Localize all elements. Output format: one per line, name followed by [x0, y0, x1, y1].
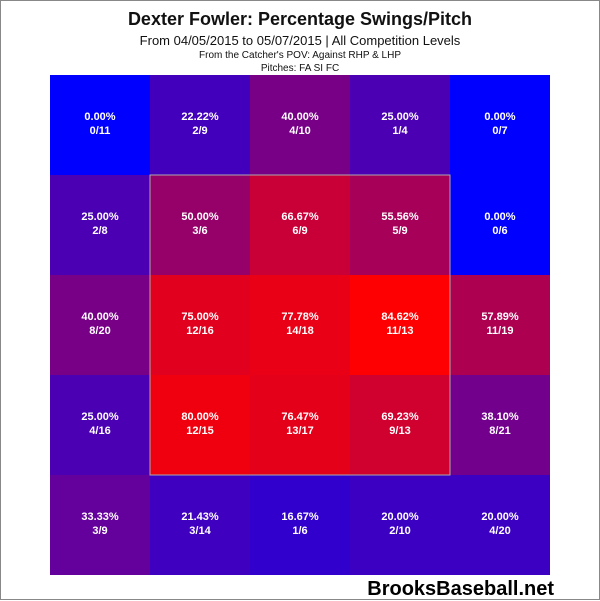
heatmap-cell-r2-c4 — [450, 275, 550, 375]
heatmap-cell-r4-c3 — [350, 475, 450, 575]
cell-count-label: 14/18 — [286, 325, 314, 337]
cell-percent-label: 20.00% — [381, 511, 419, 523]
heatmap-cell-r2-c2 — [250, 275, 350, 375]
heatmap-cell-r0-c1 — [150, 75, 250, 175]
cell-count-label: 12/16 — [186, 325, 214, 337]
cell-percent-label: 76.47% — [281, 411, 319, 423]
cell-percent-label: 55.56% — [381, 211, 419, 223]
cell-count-label: 9/13 — [389, 425, 410, 437]
heatmap-cell-r1-c0 — [50, 175, 150, 275]
heatmap-cell-r3-c1 — [150, 375, 250, 475]
chart-title: Dexter Fowler: Percentage Swings/Pitch — [127, 9, 473, 29]
cell-percent-label: 40.00% — [81, 311, 119, 323]
cell-percent-label: 20.00% — [481, 511, 519, 523]
cell-count-label: 11/13 — [387, 325, 414, 337]
cell-percent-label: 25.00% — [81, 411, 119, 423]
cell-count-label: 12/15 — [186, 425, 214, 437]
cell-percent-label: 0.00% — [484, 211, 515, 223]
cell-count-label: 6/9 — [292, 225, 307, 237]
heatmap-cell-r4-c0 — [50, 475, 150, 575]
cell-count-label: 1/4 — [392, 125, 408, 137]
heatmap-cell-r1-c4 — [450, 175, 550, 275]
cell-percent-label: 66.67% — [281, 211, 319, 223]
cell-count-label: 3/6 — [192, 225, 207, 237]
pitch-types-note: Pitches: FA SI FC — [260, 63, 340, 74]
cell-percent-label: 38.10% — [481, 411, 519, 423]
cell-percent-label: 50.00% — [181, 211, 219, 223]
cell-count-label: 0/6 — [492, 225, 507, 237]
cell-count-label: 4/16 — [89, 425, 110, 437]
cell-percent-label: 40.00% — [281, 111, 319, 123]
heatmap-cell-r3-c4 — [450, 375, 550, 475]
heatmap-cell-r1-c2 — [250, 175, 350, 275]
cell-count-label: 5/9 — [392, 225, 407, 237]
cell-count-label: 2/8 — [92, 225, 107, 237]
cell-count-label: 13/17 — [286, 425, 314, 437]
cell-count-label: 3/14 — [189, 525, 211, 537]
heatmap-cell-r4-c2 — [250, 475, 350, 575]
pov-note: From the Catcher's POV: Against RHP & LH… — [199, 50, 401, 61]
heatmap-cell-r0-c2 — [250, 75, 350, 175]
heatmap-cell-r2-c0 — [50, 275, 150, 375]
cell-count-label: 2/9 — [192, 125, 207, 137]
cell-count-label: 4/10 — [289, 125, 310, 137]
heatmap-cell-r1-c3 — [350, 175, 450, 275]
cell-percent-label: 16.67% — [281, 511, 319, 523]
heatmap-cell-r0-c0 — [50, 75, 150, 175]
cell-percent-label: 84.62% — [381, 311, 419, 323]
heatmap-cell-r4-c4 — [450, 475, 550, 575]
heatmap-cell-r3-c3 — [350, 375, 450, 475]
cell-count-label: 8/21 — [489, 425, 510, 437]
cell-count-label: 1/6 — [292, 525, 307, 537]
heatmap-cell-r2-c1 — [150, 275, 250, 375]
heatmap-cell-r4-c1 — [150, 475, 250, 575]
cell-percent-label: 33.33% — [81, 511, 119, 523]
cell-percent-label: 80.00% — [181, 411, 219, 423]
cell-count-label: 0/7 — [492, 125, 507, 137]
heatmap-cell-r1-c1 — [150, 175, 250, 275]
cell-percent-label: 75.00% — [181, 311, 219, 323]
cell-percent-label: 21.43% — [181, 511, 219, 523]
cell-count-label: 11/19 — [487, 325, 514, 337]
chart-subtitle: From 04/05/2015 to 05/07/2015 | All Comp… — [139, 33, 461, 48]
cell-count-label: 8/20 — [89, 325, 110, 337]
cell-count-label: 4/20 — [489, 525, 510, 537]
cell-count-label: 0/11 — [90, 125, 111, 137]
cell-percent-label: 0.00% — [84, 111, 115, 123]
heatmap-cell-r0-c4 — [450, 75, 550, 175]
cell-count-label: 3/9 — [92, 525, 107, 537]
heatmap-cell-r3-c0 — [50, 375, 150, 475]
heatmap-cell-r0-c3 — [350, 75, 450, 175]
cell-percent-label: 57.89% — [481, 311, 519, 323]
heatmap-cell-r2-c3 — [350, 275, 450, 375]
heatmap-cell-r3-c2 — [250, 375, 350, 475]
cell-percent-label: 69.23% — [381, 411, 419, 423]
brand-watermark: BrooksBaseball.net — [367, 578, 554, 600]
cell-percent-label: 77.78% — [281, 311, 319, 323]
strike-zone-outline — [149, 174, 451, 476]
cell-percent-label: 25.00% — [81, 211, 119, 223]
cell-percent-label: 22.22% — [181, 111, 219, 123]
cell-percent-label: 0.00% — [484, 111, 515, 123]
cell-percent-label: 25.00% — [381, 111, 419, 123]
cell-count-label: 2/10 — [389, 525, 410, 537]
